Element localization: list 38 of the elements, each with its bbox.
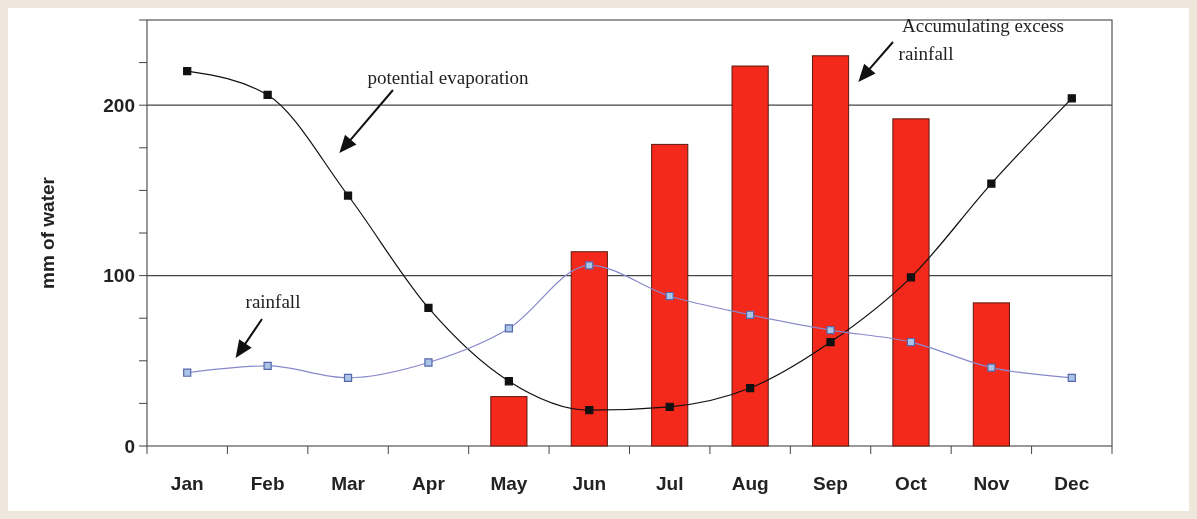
point — [1067, 94, 1076, 103]
x-tick-label: Jan — [170, 473, 204, 494]
y-tick-label: 0 — [124, 435, 135, 457]
x-tick-label: Jun — [572, 473, 607, 494]
x-tick-label: Jul — [655, 473, 684, 494]
y-tick-label: 200 — [103, 94, 135, 116]
point — [424, 303, 433, 313]
point — [263, 90, 272, 100]
bar — [570, 251, 608, 447]
x-tick-label: Mar — [331, 473, 366, 494]
point — [906, 273, 916, 282]
x-tick-label: May — [490, 473, 528, 494]
point — [826, 337, 835, 347]
x-tick-label: Oct — [895, 473, 928, 494]
bar — [811, 55, 850, 447]
annotation: potential evaporation — [367, 67, 529, 88]
bar — [490, 396, 528, 447]
x-tick-label: Sep — [813, 473, 848, 494]
y-axis-title: mm of water — [37, 176, 58, 289]
point — [343, 191, 353, 200]
y-tick-label: 100 — [103, 265, 135, 287]
x-tick-label: Apr — [412, 473, 446, 494]
point — [585, 406, 594, 415]
x-tick-label: Aug — [731, 473, 769, 494]
x-tick-label: Dec — [1054, 473, 1090, 494]
bar — [892, 118, 930, 447]
point — [504, 377, 514, 386]
bar — [731, 65, 769, 447]
point — [665, 402, 674, 411]
annotation: Accumulating excess rainfall — [898, 15, 1064, 64]
point — [183, 66, 192, 76]
annotation: rainfall — [245, 291, 301, 312]
bar — [972, 302, 1010, 447]
x-tick-label: Feb — [250, 473, 285, 494]
point — [745, 383, 755, 393]
x-tick-label: Nov — [973, 473, 1010, 494]
point — [987, 179, 996, 188]
bar — [651, 143, 689, 447]
